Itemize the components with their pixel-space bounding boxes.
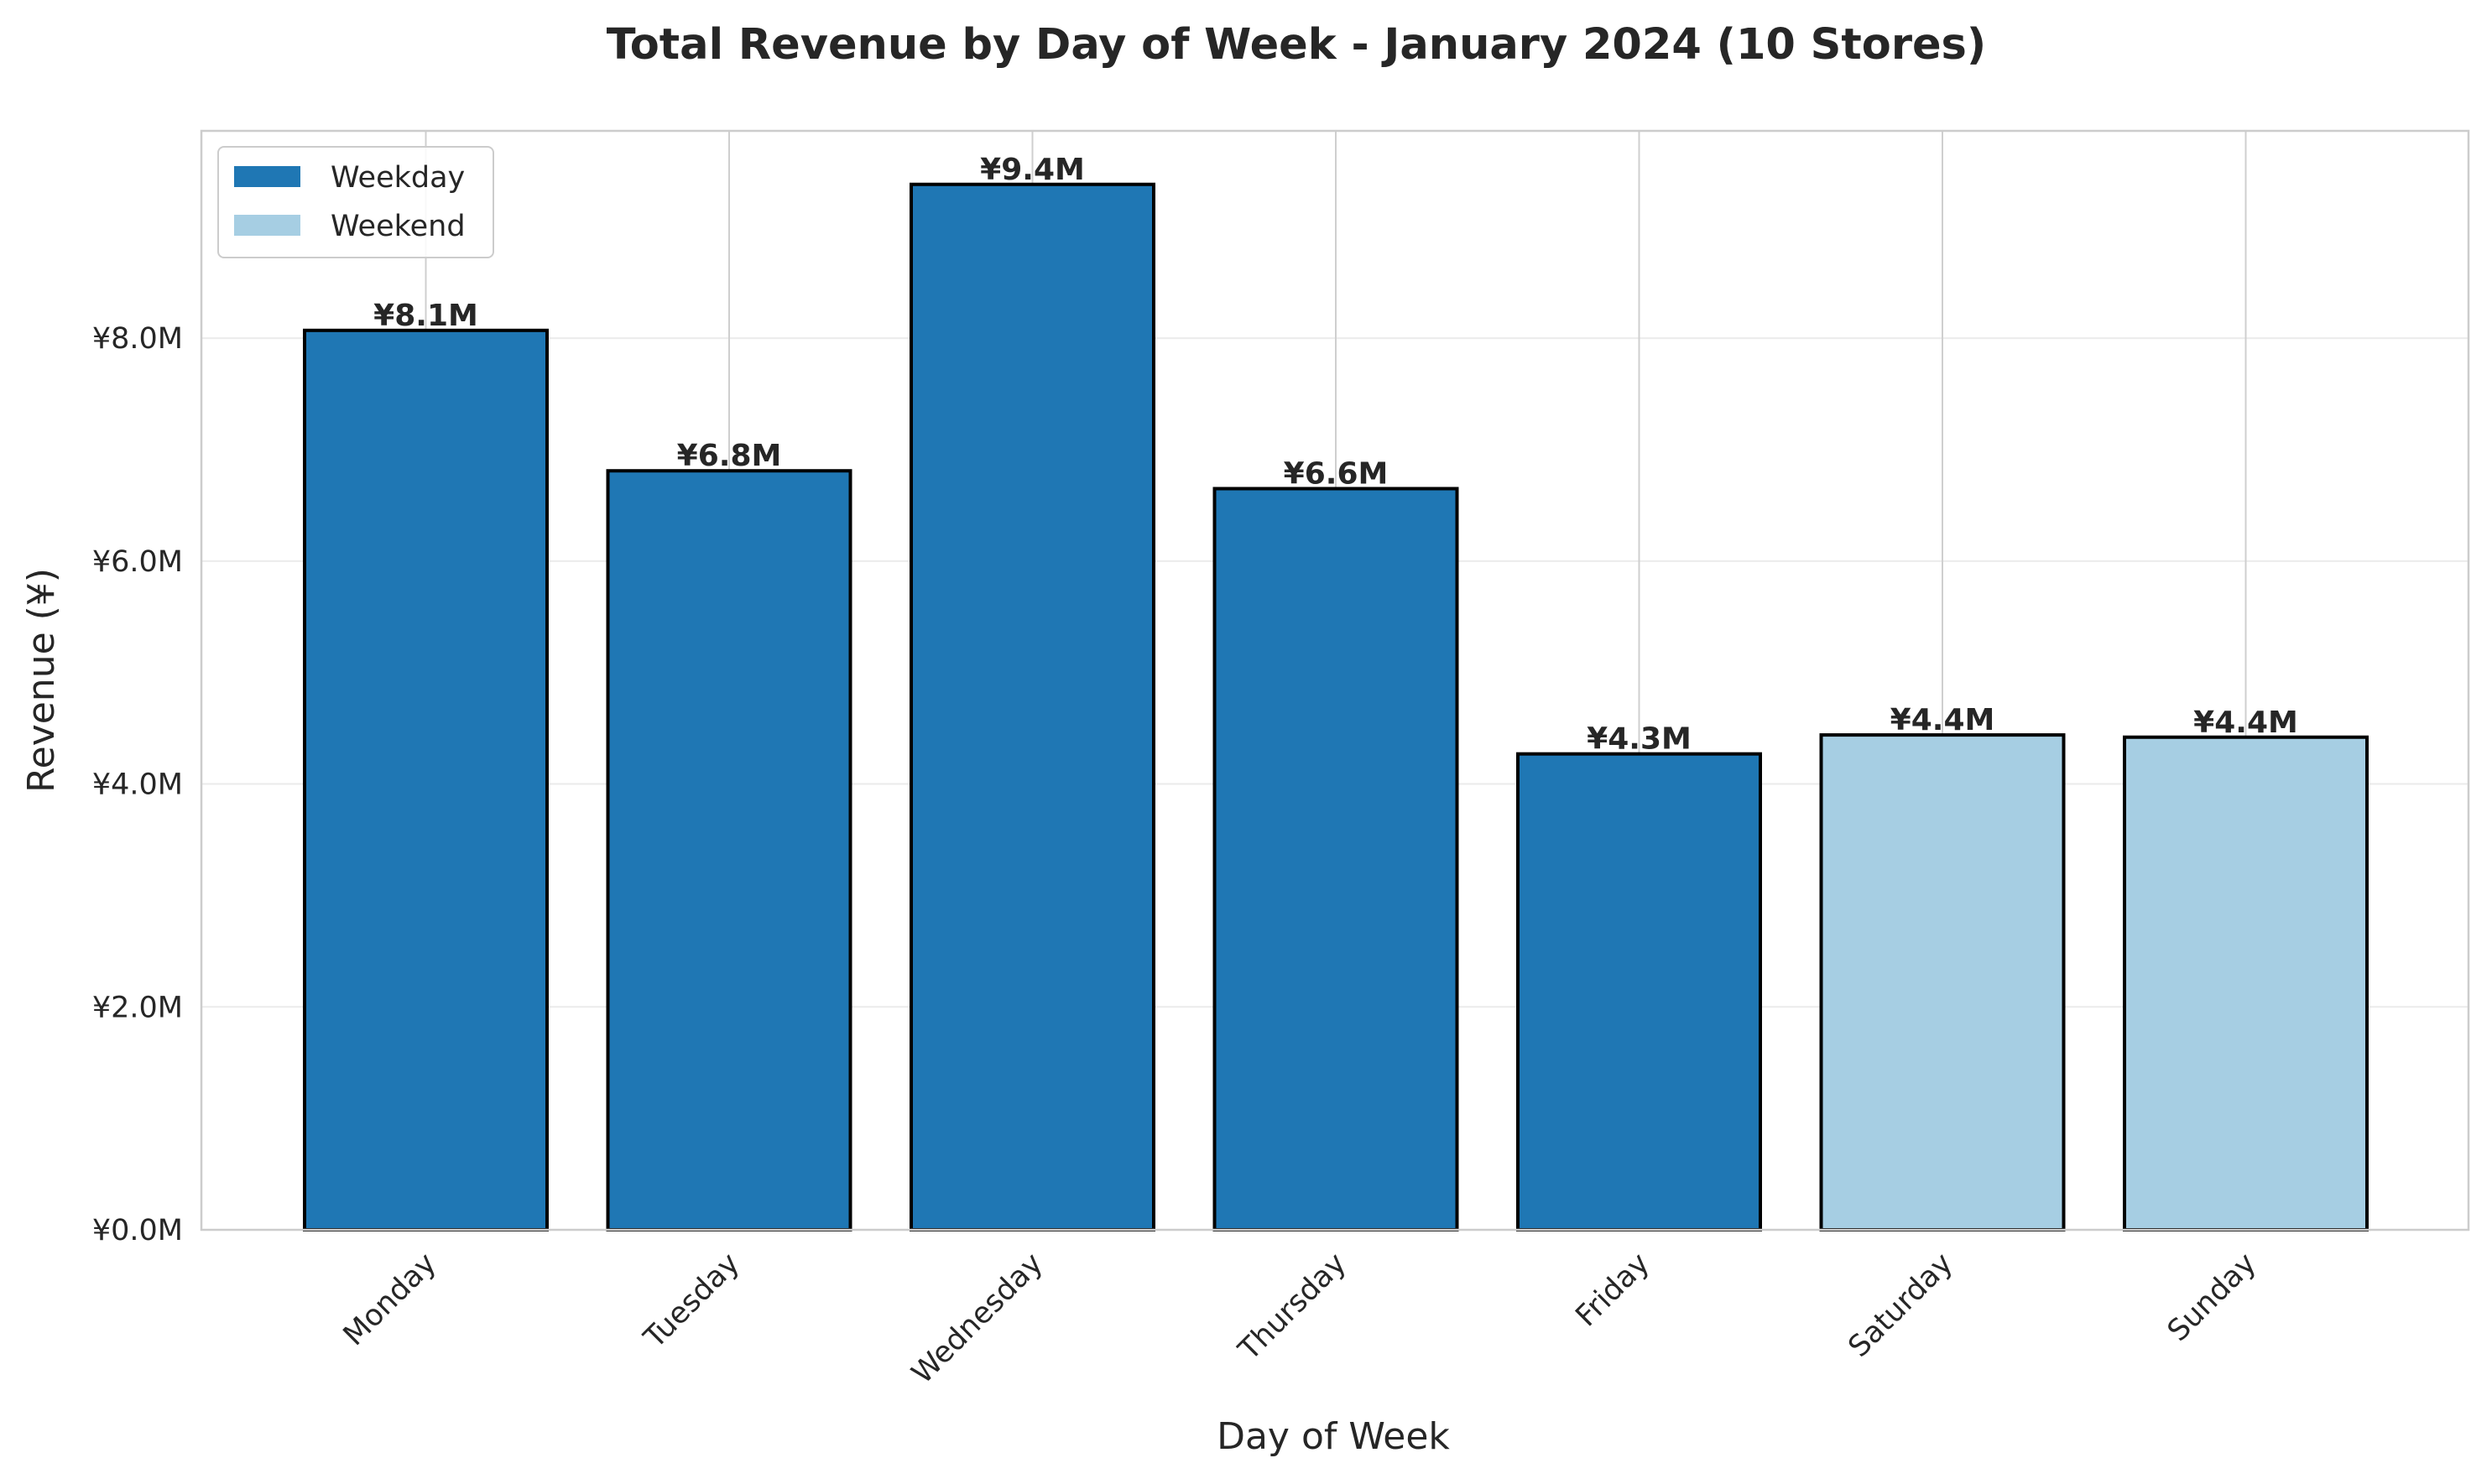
legend-label-weekday: Weekday [331, 161, 465, 195]
data-label-wednesday: ¥9.4M [980, 153, 1085, 187]
bar-monday [303, 328, 549, 1231]
legend-label-weekend: Weekend [331, 210, 466, 243]
bar-wednesday [910, 182, 1155, 1231]
bar-saturday [1819, 733, 2066, 1231]
data-label-monday: ¥8.1M [373, 299, 478, 333]
legend: Weekday Weekend [217, 146, 494, 258]
legend-swatch-weekend [234, 215, 300, 236]
bars-layer [303, 182, 2369, 1231]
data-label-saturday: ¥4.4M [1890, 703, 1995, 737]
bar-thursday [1212, 487, 1459, 1231]
y-tick-label: ¥8.0M [92, 322, 183, 356]
chart-title: Total Revenue by Day of Week - January 2… [607, 20, 1986, 70]
data-label-sunday: ¥4.4M [2193, 706, 2298, 740]
data-labels-layer: ¥8.1M ¥6.8M ¥9.4M ¥6.6M ¥4.3M ¥4.4M ¥4.4M [373, 153, 2298, 757]
data-label-thursday: ¥6.6M [1284, 456, 1389, 491]
bar-tuesday [606, 469, 852, 1231]
y-axis: ¥0.0M ¥2.0M ¥4.0M ¥6.0M ¥8.0M [92, 322, 183, 1247]
plot-frame [200, 129, 2470, 1231]
data-label-friday: ¥4.3M [1587, 722, 1692, 757]
x-axis-label: Day of Week [1217, 1415, 1450, 1458]
bar-friday [1516, 752, 1762, 1231]
data-label-tuesday: ¥6.8M [677, 439, 782, 473]
bar-sunday [2123, 735, 2369, 1231]
y-tick-label: ¥2.0M [92, 991, 183, 1024]
y-tick-label: ¥6.0M [92, 545, 183, 579]
y-axis-label: Revenue (¥) [20, 568, 63, 793]
legend-swatch-weekday [234, 166, 300, 187]
y-tick-label: ¥0.0M [92, 1214, 183, 1247]
y-tick-label: ¥4.0M [92, 768, 183, 802]
